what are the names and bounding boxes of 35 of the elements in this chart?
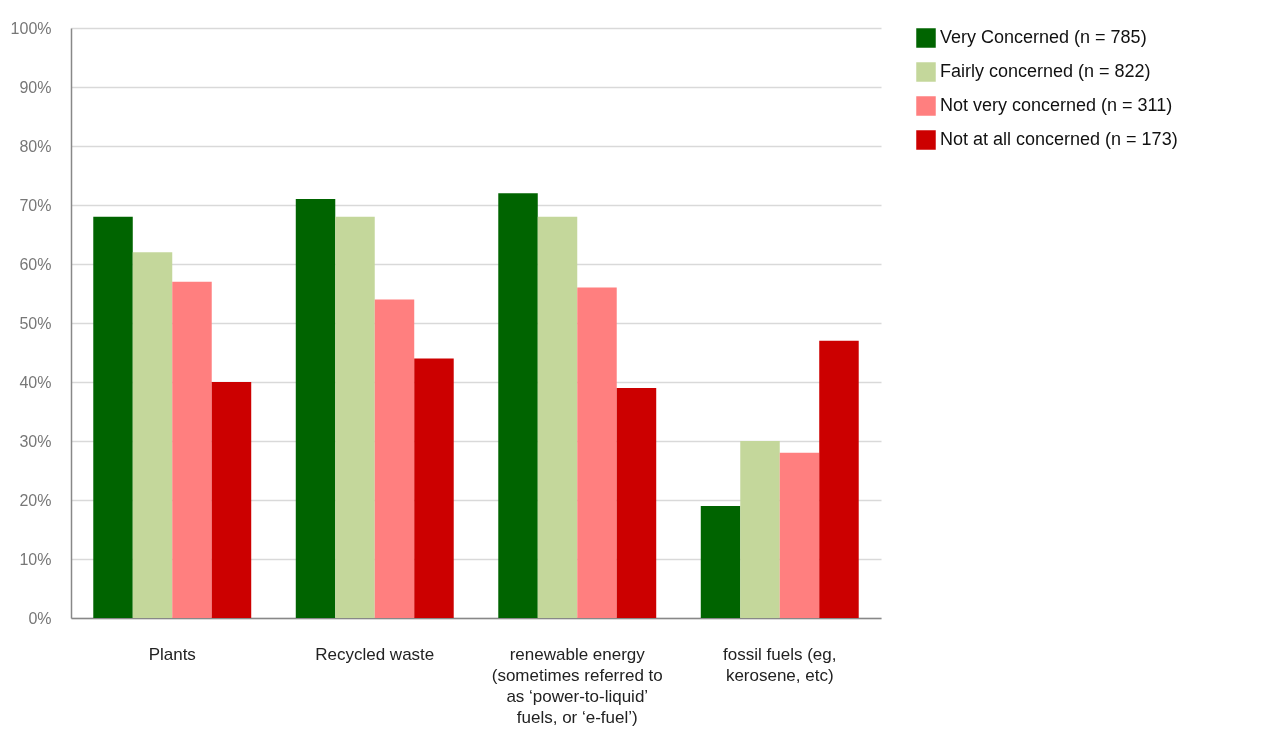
x-tick-label: renewable energy (sometimes referred to as ‘power-to-liquid’ fuels, or ‘e-fuel’) xyxy=(491,644,663,727)
bar xyxy=(335,216,375,618)
y-tick-label: 40% xyxy=(19,373,52,391)
bar xyxy=(93,216,133,618)
y-tick-label: 30% xyxy=(19,432,52,450)
bar xyxy=(577,287,617,618)
bar xyxy=(700,505,741,618)
y-tick-label: 80% xyxy=(19,137,52,155)
x-tick-label: Plants xyxy=(148,644,196,664)
y-tick-label: 70% xyxy=(19,196,52,214)
y-tick-label: 90% xyxy=(19,78,52,96)
y-tick-label: 10% xyxy=(19,550,52,568)
bar xyxy=(414,358,454,618)
y-tick-label: 50% xyxy=(19,314,52,332)
y-tick-label: 20% xyxy=(19,491,52,509)
bar xyxy=(740,441,780,618)
bar xyxy=(498,193,538,618)
bar xyxy=(616,387,657,618)
bar xyxy=(779,452,820,618)
bar xyxy=(211,382,252,618)
bar xyxy=(172,281,212,618)
bar xyxy=(132,252,173,618)
legend-label: Not very concerned (n = 311) xyxy=(940,95,1173,115)
x-tick-label: Recycled waste xyxy=(315,644,435,664)
y-tick-label: 60% xyxy=(19,255,52,273)
bar xyxy=(295,199,336,618)
bar xyxy=(819,340,859,618)
x-tick-label: fossil fuels (eg, kerosene, etc) xyxy=(723,644,837,685)
legend-label: Very Concerned (n = 785) xyxy=(940,27,1147,47)
bar xyxy=(537,216,578,618)
legend-label: Not at all concerned (n = 173) xyxy=(940,129,1178,149)
y-tick-label: 0% xyxy=(28,609,52,627)
bar xyxy=(374,299,415,618)
legend-label: Fairly concerned (n = 822) xyxy=(940,61,1151,81)
y-tick-label: 100% xyxy=(10,19,52,37)
